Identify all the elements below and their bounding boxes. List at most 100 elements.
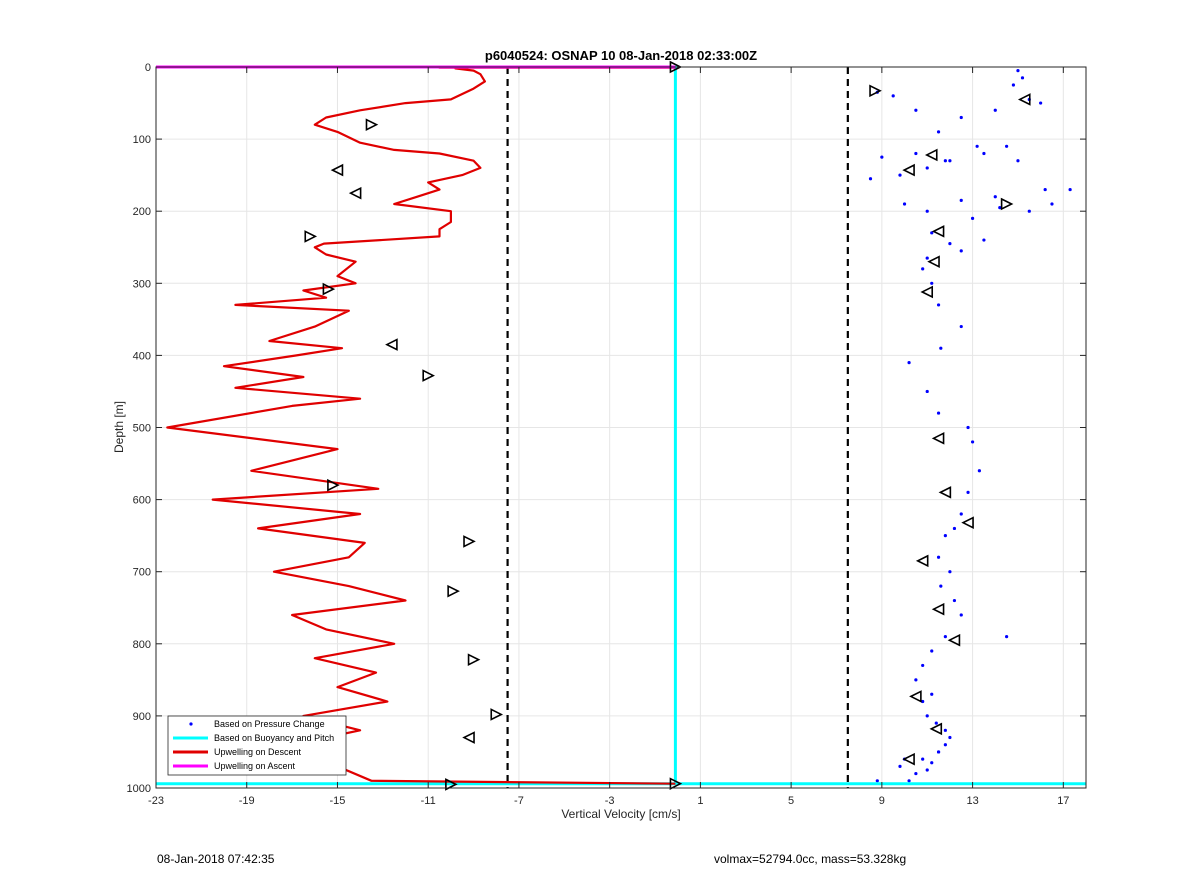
ascent-direction-marker [947,633,961,647]
ascent-direction-marker [961,516,974,529]
legend-label-ascent: Upwelling on Ascent [214,761,296,771]
pressure-point [921,267,925,271]
pressure-point [982,151,986,156]
pressure-point [921,757,925,761]
y-tick-label: 200 [133,206,151,218]
pressure-point [925,166,929,170]
pressure-point [925,768,929,772]
x-tick-label: -23 [148,795,164,807]
pressure-point [943,159,947,163]
legend-swatch-pressure [189,722,193,726]
pressure-point [959,115,963,120]
pressure-point [998,205,1002,210]
descent-direction-marker [365,118,379,131]
pressure-point [1005,634,1009,639]
pressure-point [959,613,963,617]
pressure-point [930,692,934,696]
descent-direction-marker [327,478,340,492]
descent-direction-marker [445,778,458,791]
pressure-point [934,721,938,725]
pressure-point [907,779,911,783]
x-tick-label: 1 [697,795,703,807]
pressure-point [993,108,997,112]
pressure-point [959,324,963,329]
ascent-direction-marker [927,255,940,268]
pressure-point [1027,209,1031,213]
descent-direction-marker [348,186,362,200]
ascent-direction-marker [938,486,952,499]
pressure-point [1020,76,1025,80]
descent-direction-marker [462,731,475,744]
pressure-point [1068,187,1072,192]
pressure-point [1043,187,1047,192]
pressure-point [930,231,934,235]
pressure-point [952,526,957,531]
ascent-direction-marker [929,722,943,736]
pressure-point [936,303,941,307]
descent-direction-marker [322,282,336,296]
pressure-point [936,555,941,559]
pressure-point [952,598,957,603]
pressure-point [936,750,941,754]
x-tick-label: 13 [966,795,978,807]
pressure-point [970,216,975,221]
y-tick-label: 800 [133,639,151,651]
pressure-point [936,411,941,415]
pressure-point [914,108,918,112]
pressure-point [914,151,918,156]
legend: Based on Pressure Change Based on Buoyan… [167,715,347,776]
x-tick-label: -7 [514,795,524,807]
pressure-point [930,649,934,653]
x-tick-label: -3 [605,795,615,807]
pressure-point [975,144,979,148]
pressure-point [977,469,981,473]
ascent-direction-marker [1000,197,1014,211]
legend-label-buoyancy: Based on Buoyancy and Pitch [214,733,334,743]
pressure-point [948,159,952,163]
pressure-point [1011,83,1016,87]
ascent-direction-marker [902,163,915,177]
pressure-point [959,249,963,253]
pressure-point [907,361,911,365]
pressure-point [1005,144,1009,148]
x-axis-label: Vertical Velocity [cm/s] [561,807,680,821]
marker-layer [304,60,1031,791]
x-tick-label: -11 [421,795,436,807]
x-tick-label: -19 [239,795,255,807]
legend-label-descent: Upwelling on Descent [214,747,302,757]
pressure-point [948,735,952,740]
pressure-point [936,130,941,134]
pressure-point [898,173,902,177]
pressure-point [943,534,947,538]
pressure-point [921,663,925,668]
chart-title: p6040524: OSNAP 10 08-Jan-2018 02:33:00Z [485,48,757,63]
pressure-point [925,389,929,394]
pressure-point [868,177,873,181]
x-tick-label: 9 [879,795,885,807]
descent-direction-marker [467,653,481,666]
pressure-point [982,238,986,242]
pressure-point [939,584,943,588]
pressure-point [959,198,963,202]
y-tick-label: 300 [133,278,151,290]
ascent-direction-marker [931,602,945,616]
pressure-point [875,779,879,783]
pressure-point [898,764,902,768]
footer-summary: volmax=52794.0cc, mass=53.328kg [714,852,907,866]
descent-direction-marker [385,338,398,351]
ascent-direction-marker [915,554,929,568]
pressure-point [943,634,947,639]
x-tick-label: 5 [788,795,794,807]
descent-direction-marker [490,708,504,721]
pressure-point [959,512,963,516]
pressure-point [902,202,907,206]
ascent-direction-marker [931,225,945,238]
legend-label-pressure: Based on Pressure Change [214,719,325,729]
pressure-point [891,94,895,98]
y-tick-label: 400 [133,350,151,362]
y-tick-label: 700 [133,567,151,579]
pressure-point [970,440,975,444]
pressure-point [914,771,918,776]
ascent-direction-marker [869,84,882,98]
